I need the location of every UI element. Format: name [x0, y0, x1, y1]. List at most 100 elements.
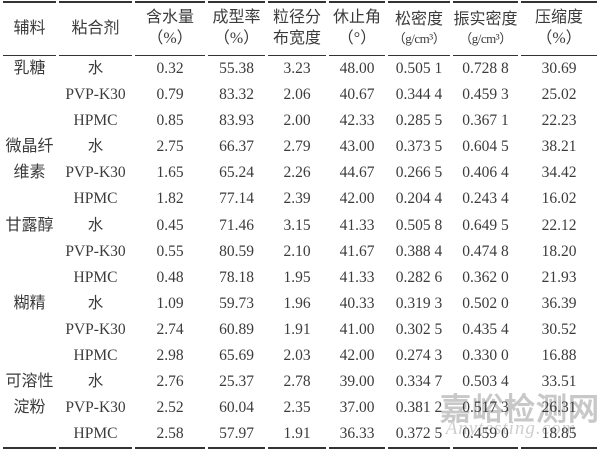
- table-row: PVP-K30 2.52 60.04 2.35 37.00 0.381 2 0.…: [3, 395, 597, 421]
- excipient-cell: 乳糖: [13, 60, 46, 77]
- value-cell: 0.728 8: [462, 60, 509, 77]
- value-cell: 77.14: [219, 190, 254, 208]
- value-cell: 0.435 4: [462, 320, 509, 338]
- value-cell: 2.26: [283, 164, 311, 182]
- value-cell: 2.39: [283, 190, 311, 208]
- value-cell: 0.373 5: [395, 138, 443, 156]
- value-cell: 0.32: [156, 60, 184, 77]
- value-cell: 36.39: [541, 294, 577, 312]
- value-cell: 0.330 0: [462, 347, 509, 365]
- col-header-compressibility: 压缩度 （%）: [521, 1, 597, 56]
- col-header-size-distribution-width: 粒径分 布宽度: [268, 1, 326, 56]
- value-cell: 42.33: [339, 112, 375, 130]
- value-cell: 2.03: [283, 347, 311, 365]
- value-cell: 43.00: [339, 138, 375, 156]
- value-cell: 2.00: [283, 112, 311, 130]
- value-cell: 83.32: [219, 86, 254, 104]
- value-cell: 1.96: [283, 294, 311, 312]
- value-cell: 0.282 6: [395, 268, 443, 286]
- value-cell: 48.00: [339, 60, 375, 77]
- value-cell: 0.85: [156, 112, 184, 130]
- table-row: HPMC 0.85 83.93 2.00 42.33 0.285 5 0.367…: [3, 108, 597, 134]
- value-cell: 0.649 5: [462, 216, 509, 234]
- value-cell: 41.67: [339, 242, 375, 260]
- value-cell: 40.67: [339, 86, 375, 104]
- value-cell: 0.266 5: [395, 164, 443, 182]
- value-cell: 2.76: [156, 373, 184, 391]
- value-cell: 2.79: [283, 138, 311, 156]
- binder-cell: HPMC: [73, 268, 118, 286]
- value-cell: 57.97: [208, 421, 265, 450]
- value-cell: 37.00: [339, 399, 375, 417]
- binder-cell: PVP-K30: [65, 399, 126, 417]
- value-cell: 0.302 5: [395, 320, 443, 338]
- table-row: 乳糖 水 0.32 55.38 3.23 48.00 0.505 1 0.728…: [3, 56, 597, 82]
- binder-cell: HPMC: [73, 112, 118, 130]
- value-cell: 1.95: [283, 268, 311, 286]
- value-cell: 44.67: [339, 164, 375, 182]
- value-cell: 18.20: [541, 242, 577, 260]
- table-row: PVP-K30 0.55 80.59 2.10 41.67 0.388 4 0.…: [3, 239, 597, 265]
- value-cell: 0.505 1: [395, 60, 443, 77]
- value-cell: 0.48: [156, 268, 184, 286]
- value-cell: 42.00: [339, 347, 375, 365]
- table-row: HPMC 2.58 57.97 1.91 36.33 0.372 5 0.459…: [3, 421, 597, 450]
- table-row: HPMC 1.82 77.14 2.39 42.00 0.204 4 0.243…: [3, 186, 597, 212]
- value-cell: 2.98: [156, 347, 184, 365]
- excipient-cell: 微晶纤维素: [5, 138, 54, 182]
- value-cell: 0.45: [156, 216, 184, 234]
- value-cell: 3.23: [283, 60, 311, 77]
- value-cell: 0.372 5: [388, 421, 450, 450]
- value-cell: 71.46: [219, 216, 254, 234]
- binder-cell: 水: [87, 60, 104, 77]
- value-cell: 2.58: [135, 421, 205, 450]
- value-cell: 26.31: [541, 399, 577, 417]
- value-cell: 0.503 4: [462, 373, 509, 391]
- table-row: HPMC 0.48 78.18 1.95 41.33 0.282 6 0.362…: [3, 265, 597, 291]
- binder-cell: PVP-K30: [65, 164, 126, 182]
- excipient-cell: 糊精: [13, 294, 46, 312]
- binder-cell: 水: [87, 138, 104, 156]
- value-cell: 60.89: [219, 320, 254, 338]
- col-header-bulk-density: 松密度 （g/cm³）: [388, 1, 450, 56]
- table-row: 微晶纤维素 水 2.75 66.37 2.79 43.00 0.373 5 0.…: [3, 134, 597, 181]
- binder-cell: 水: [87, 373, 104, 391]
- value-cell: 65.69: [219, 347, 254, 365]
- value-cell: 16.02: [541, 190, 577, 208]
- value-cell: 0.79: [156, 86, 184, 104]
- value-cell: 0.388 4: [395, 242, 443, 260]
- value-cell: 0.367 1: [462, 112, 509, 130]
- value-cell: 41.00: [339, 320, 375, 338]
- value-cell: 25.37: [219, 373, 254, 391]
- value-cell: 0.344 4: [395, 86, 443, 104]
- binder-cell: HPMC: [73, 347, 118, 365]
- value-cell: 3.15: [283, 216, 311, 234]
- value-cell: 30.52: [541, 320, 577, 338]
- value-cell: 0.406 4: [462, 164, 509, 182]
- value-cell: 55.38: [219, 60, 254, 77]
- value-cell: 66.37: [219, 138, 254, 156]
- value-cell: 36.33: [329, 421, 385, 450]
- value-cell: 0.204 4: [395, 190, 443, 208]
- value-cell: 0.285 5: [395, 112, 443, 130]
- value-cell: 59.73: [219, 294, 254, 312]
- table-row: HPMC 2.98 65.69 2.03 42.00 0.274 3 0.330…: [3, 343, 597, 369]
- col-header-excipient: 辅料: [3, 1, 56, 56]
- value-cell: 21.93: [541, 268, 577, 286]
- value-cell: 0.381 2: [395, 399, 443, 417]
- value-cell: 38.21: [541, 138, 577, 156]
- value-cell: 1.09: [156, 294, 184, 312]
- value-cell: 0.274 3: [395, 347, 443, 365]
- value-cell: 25.02: [541, 86, 577, 104]
- table-row: 糊精 水 1.09 59.73 1.96 40.33 0.319 3 0.502…: [3, 291, 597, 317]
- value-cell: 22.23: [541, 112, 577, 130]
- value-cell: 18.85: [521, 421, 597, 450]
- col-header-angle-of-repose: 休止角 （°）: [329, 1, 385, 56]
- value-cell: 33.51: [541, 373, 577, 391]
- value-cell: 41.33: [339, 216, 375, 234]
- value-cell: 0.319 3: [395, 294, 443, 312]
- value-cell: 42.00: [339, 190, 375, 208]
- value-cell: 0.502 0: [462, 294, 509, 312]
- value-cell: 1.65: [156, 164, 184, 182]
